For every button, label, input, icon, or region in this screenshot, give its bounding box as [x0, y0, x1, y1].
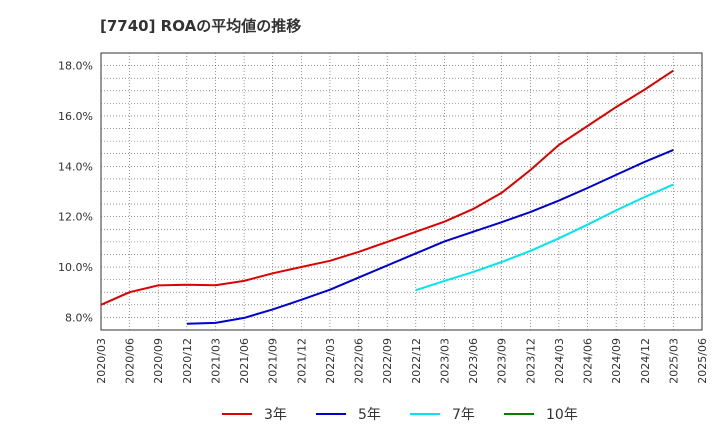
- x-tick-label: 2024/06: [582, 338, 595, 384]
- legend-label: 5年: [358, 407, 381, 423]
- x-tick-label: 2022/12: [410, 338, 423, 384]
- legend-label: 3年: [264, 407, 287, 423]
- y-tick-label: 16.0%: [58, 110, 93, 123]
- series-line: [415, 183, 674, 292]
- x-tick-label: 2021/06: [238, 338, 251, 384]
- y-tick-label: 12.0%: [58, 211, 93, 224]
- series-line: [100, 69, 674, 306]
- x-tick-label: 2023/12: [524, 338, 537, 384]
- x-tick-label: 2020/03: [95, 338, 108, 384]
- x-tick-label: 2020/12: [181, 338, 194, 384]
- legend-label: 10年: [546, 407, 578, 423]
- x-tick-label: 2020/06: [124, 338, 137, 384]
- x-tick-label: 2023/06: [467, 338, 480, 384]
- x-tick-label: 2025/03: [667, 338, 680, 384]
- y-axis: 8.0% 10.0% 12.0% 14.0% 16.0% 18.0%: [58, 60, 93, 325]
- chart-title: [7740] ROAの平均値の推移: [100, 17, 301, 35]
- y-tick-label: 14.0%: [58, 160, 93, 173]
- x-tick-label: 2024/12: [639, 338, 652, 384]
- x-tick-label: 2023/03: [438, 338, 451, 384]
- y-tick-label: 18.0%: [58, 60, 93, 73]
- x-tick-label: 2024/09: [610, 338, 623, 384]
- x-tick-label: 2021/03: [209, 338, 222, 384]
- legend: 3年 5年 7年 10年: [222, 407, 578, 423]
- x-tick-label: 2023/09: [496, 338, 509, 384]
- series-lines: [100, 69, 674, 325]
- x-tick-label: 2025/06: [696, 338, 709, 384]
- y-tick-label: 10.0%: [58, 261, 93, 274]
- x-tick-label: 2021/12: [295, 338, 308, 384]
- x-tick-label: 2024/03: [553, 338, 566, 384]
- x-tick-label: 2020/09: [152, 338, 165, 384]
- x-tick-label: 2022/03: [324, 338, 337, 384]
- x-tick-label: 2021/09: [267, 338, 280, 384]
- x-axis: 2020/03 2020/06 2020/09 2020/12 2021/03 2021/…: [95, 338, 709, 384]
- x-tick-label: 2022/09: [381, 338, 394, 384]
- plot-area: [100, 52, 703, 331]
- series-line: [186, 148, 674, 325]
- x-tick-label: 2022/06: [353, 338, 366, 384]
- y-tick-label: 8.0%: [65, 311, 93, 324]
- legend-label: 7年: [452, 407, 475, 423]
